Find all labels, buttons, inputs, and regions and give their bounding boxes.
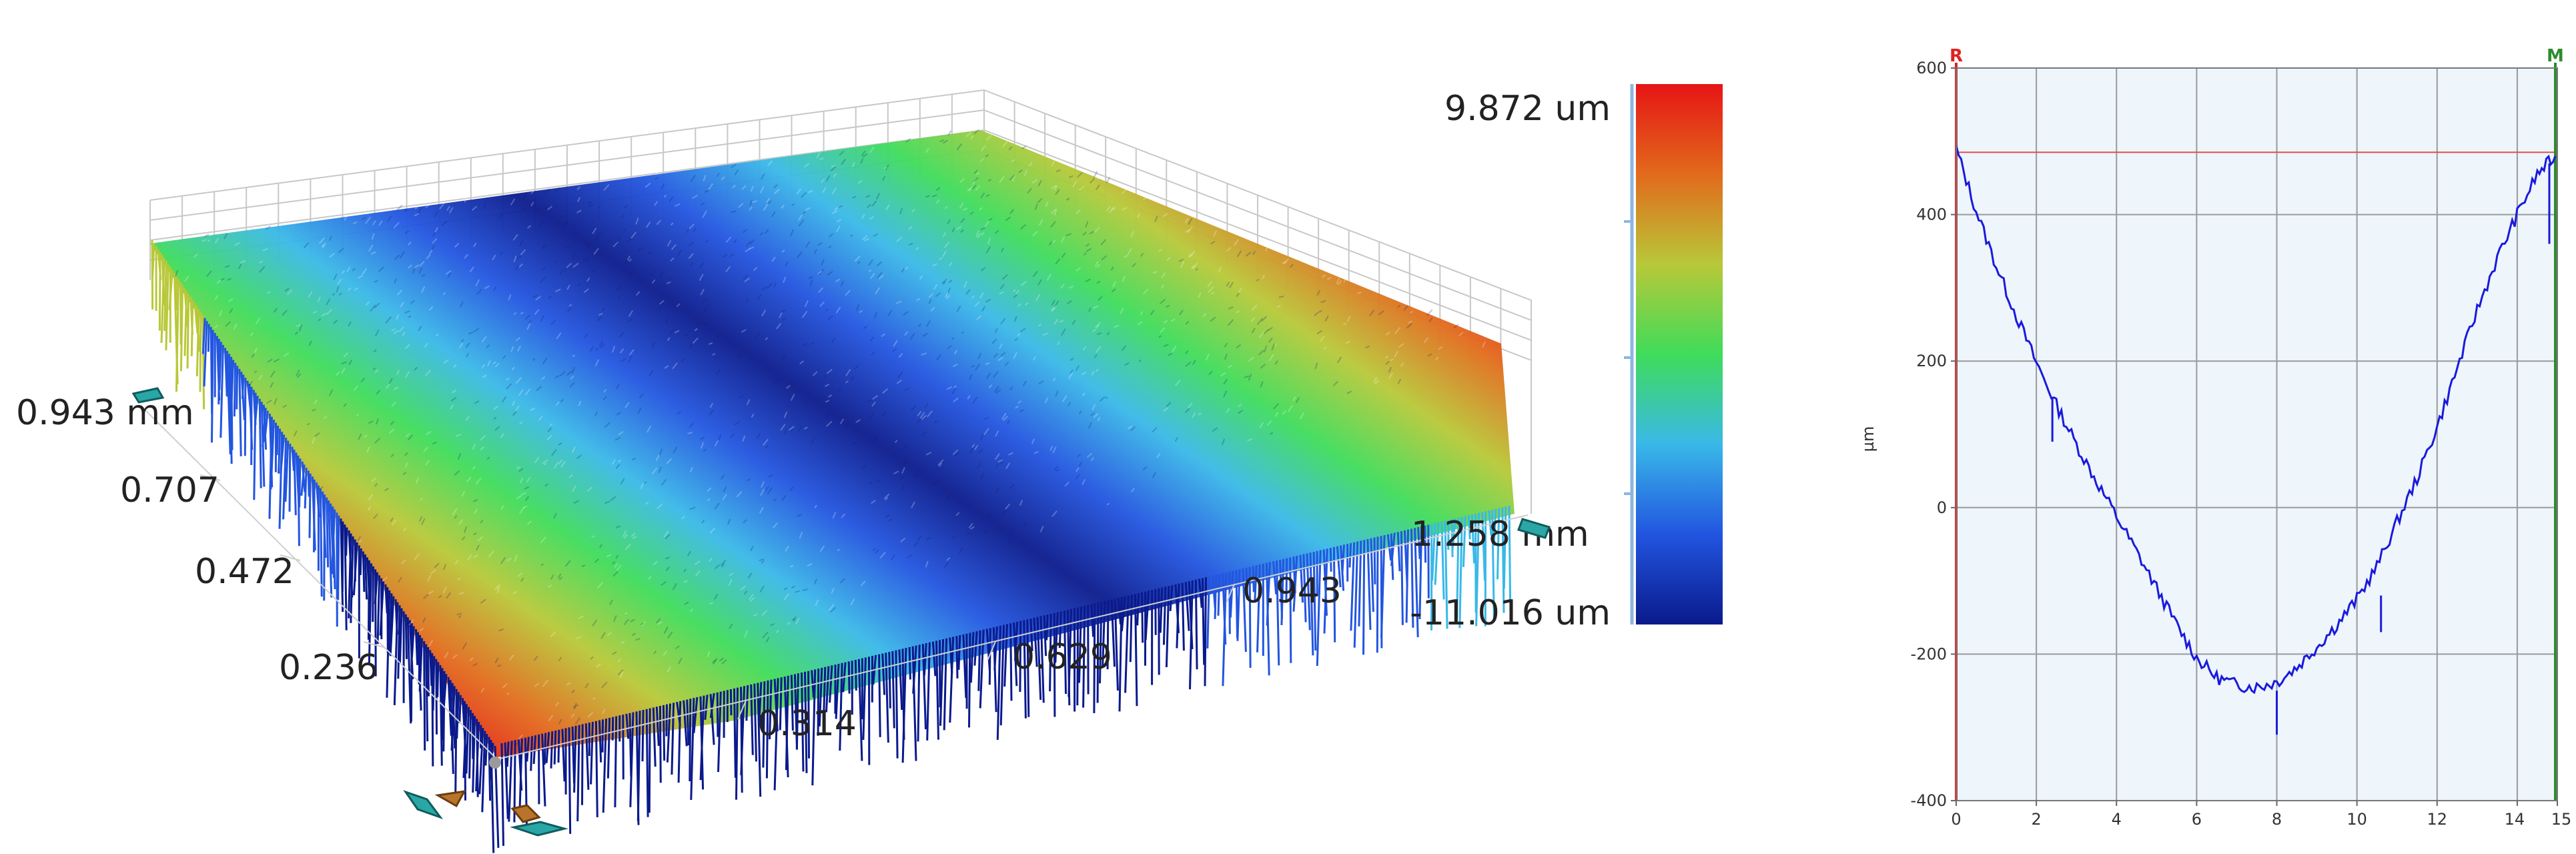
x-ticks: 0 2 4 6 8 10 12 14 15 (1951, 801, 2571, 829)
x-tick-label: 0.629 (1013, 637, 1112, 677)
y-tick-label: 200 (1916, 352, 1947, 370)
y-tick-label: 0 (1937, 498, 1947, 517)
axis-handle-icon[interactable] (1517, 518, 1551, 539)
y-tick-label: 0.943 mm (16, 393, 194, 433)
colorbar: 9.872 um -11.016 um (1410, 84, 1723, 633)
y-tick-label: 0.707 (120, 470, 220, 510)
surface-roughness (151, 126, 1512, 853)
y-tick-label: -400 (1911, 791, 1947, 810)
colorbar-max-label: 9.872 um (1444, 89, 1611, 129)
x-tick-label: 14 (2505, 810, 2525, 829)
y-tick-label: 400 (1916, 205, 1947, 224)
axis-handle-icon[interactable] (131, 387, 165, 404)
origin-point-icon (489, 757, 501, 769)
series-line (1956, 145, 2557, 695)
colorbar-min-label: -11.016 um (1410, 593, 1611, 633)
y-tick-label: -200 (1911, 645, 1947, 663)
cursor-r-label: R (1950, 46, 1963, 66)
x-tick-label: 1.258 mm (1411, 514, 1589, 554)
y-tick-label: 0.472 (195, 552, 294, 592)
x-tick-label: 8 (2272, 810, 2282, 829)
surface-body (150, 130, 1515, 757)
plot-frame (1956, 67, 2558, 801)
x-tick-label: 15 (2551, 810, 2572, 829)
rotate-view-icon[interactable] (403, 790, 568, 837)
plot-background (1956, 68, 2557, 801)
x-tick-label: 10 (2346, 810, 2367, 829)
y-tick-label: 600 (1916, 59, 1947, 77)
colorbar-gradient (1636, 84, 1723, 624)
cursor-m-label: M (2547, 46, 2564, 66)
y-axis-label: µm (1859, 426, 1877, 452)
x-tick-label: 0.943 (1242, 571, 1342, 611)
x-tick-label: 2 (2031, 810, 2041, 829)
surface-3d-chart: 0.943 mm 0.707 0.472 0.236 0.314 0.629 0… (16, 84, 1723, 853)
x-tick-label: 4 (2112, 810, 2122, 829)
x-tick-label: 0 (1951, 810, 1961, 829)
x-tick-label: 6 (2192, 810, 2202, 829)
y-ticks: -400 -200 0 200 400 600 (1911, 59, 1956, 810)
x-tick-label: 12 (2427, 810, 2448, 829)
x-tick-label: 0.314 (757, 704, 857, 744)
y-tick-label: 0.236 (279, 648, 378, 688)
